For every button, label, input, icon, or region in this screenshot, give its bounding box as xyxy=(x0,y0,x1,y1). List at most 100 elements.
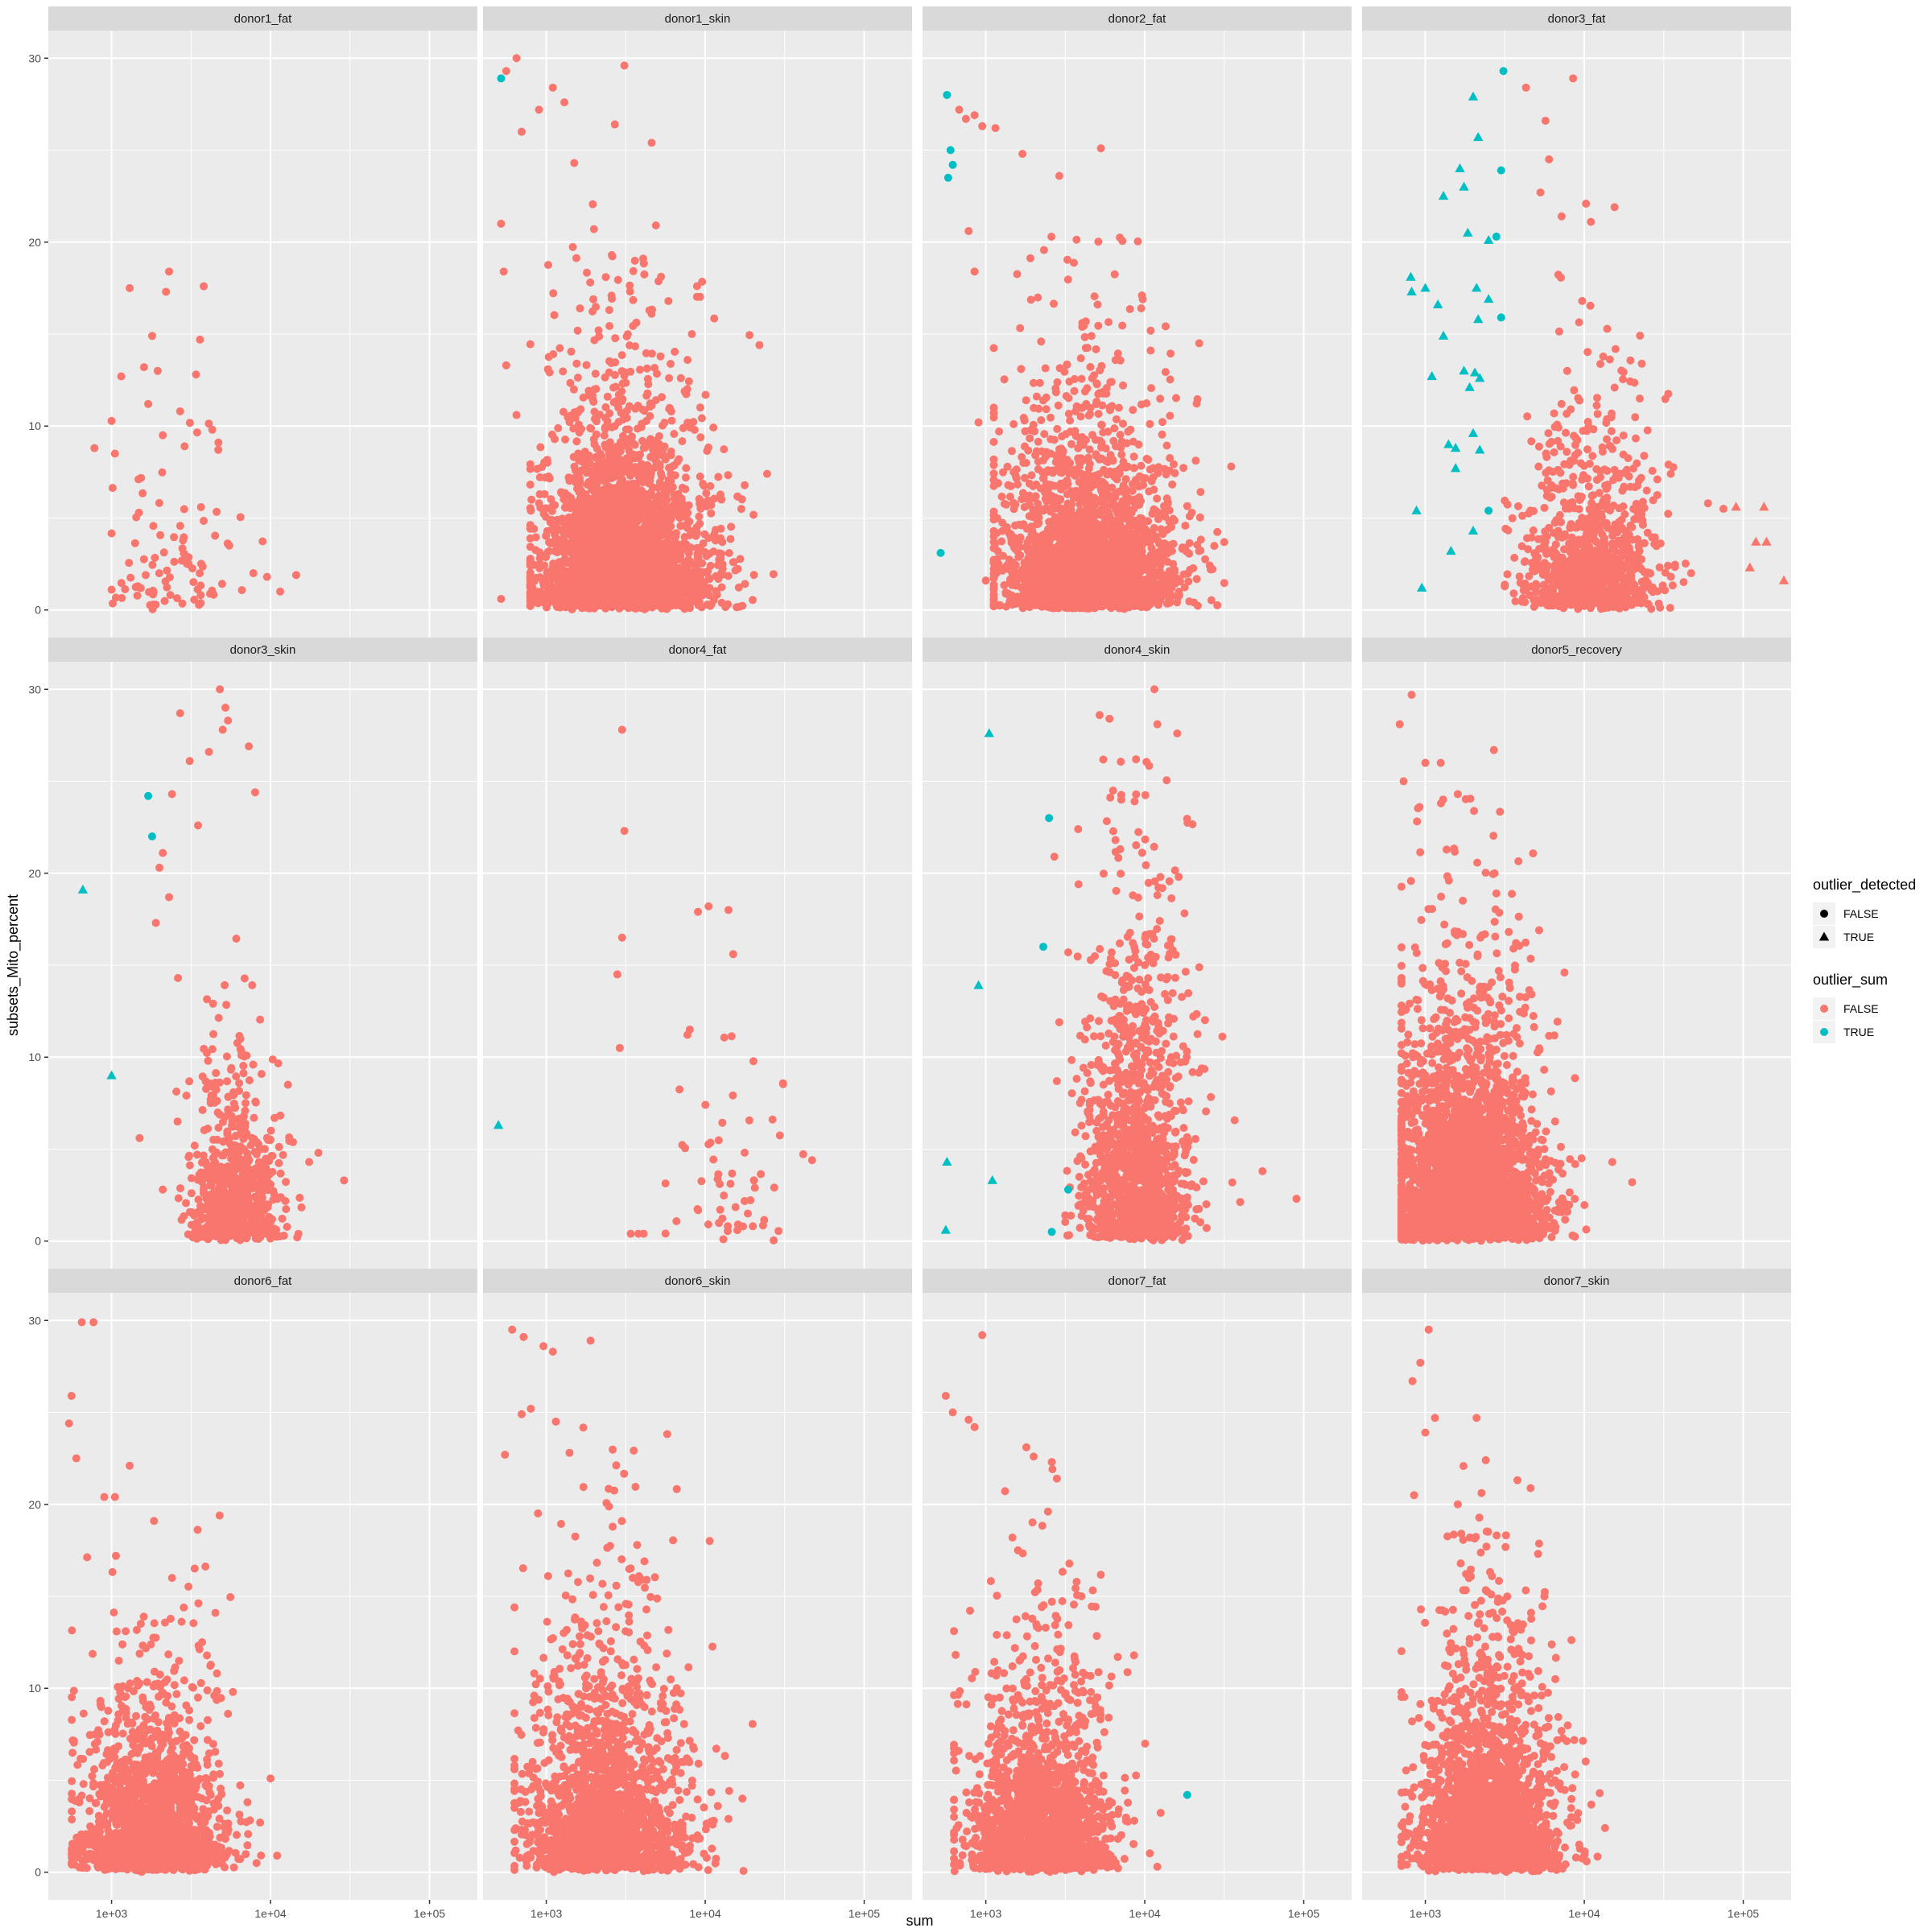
data-point xyxy=(694,601,703,609)
data-point xyxy=(1125,305,1134,313)
data-point xyxy=(666,510,675,518)
data-point xyxy=(1101,456,1110,465)
data-point xyxy=(605,322,614,330)
data-point xyxy=(622,407,631,415)
data-point xyxy=(225,541,233,550)
data-point xyxy=(625,341,634,349)
data-point xyxy=(569,424,578,433)
data-point xyxy=(654,431,663,440)
data-point xyxy=(572,359,581,368)
data-point xyxy=(165,267,174,276)
data-point xyxy=(655,502,664,511)
data-point xyxy=(603,392,612,401)
data-point xyxy=(1032,392,1041,401)
data-point xyxy=(1040,430,1049,439)
data-point xyxy=(737,495,746,504)
data-point xyxy=(130,539,139,547)
data-point xyxy=(660,442,669,451)
data-point xyxy=(568,242,577,251)
data-point xyxy=(769,570,778,579)
data-point xyxy=(580,574,588,582)
data-point xyxy=(573,407,581,416)
data-point xyxy=(1153,494,1162,503)
data-point xyxy=(558,539,567,547)
data-point xyxy=(989,344,998,353)
y-tick-label: 0 xyxy=(35,604,41,617)
data-point xyxy=(690,590,698,599)
data-point xyxy=(163,566,171,575)
data-point xyxy=(651,493,660,502)
data-point xyxy=(713,561,722,569)
facet-strip xyxy=(48,6,477,31)
data-point xyxy=(685,531,694,539)
data-point xyxy=(617,519,626,528)
data-point xyxy=(621,435,630,444)
data-point xyxy=(1085,460,1094,469)
data-point xyxy=(578,549,587,558)
data-point xyxy=(153,366,162,375)
data-point xyxy=(1013,270,1022,279)
data-point xyxy=(675,514,684,522)
data-point xyxy=(671,600,679,609)
facet-label: donor1_fat xyxy=(234,12,293,26)
data-point xyxy=(749,596,757,605)
data-point xyxy=(555,344,564,353)
data-point xyxy=(138,489,147,497)
data-point xyxy=(155,569,163,578)
data-point xyxy=(684,377,693,386)
data-point xyxy=(656,352,665,361)
data-point xyxy=(659,598,668,607)
data-point xyxy=(600,431,609,440)
data-point xyxy=(621,490,630,499)
data-point xyxy=(594,326,603,335)
data-point xyxy=(149,522,158,530)
data-point xyxy=(646,542,654,551)
data-point xyxy=(192,428,201,437)
data-point xyxy=(535,499,543,508)
data-point xyxy=(139,363,148,372)
data-point xyxy=(665,405,674,413)
data-point xyxy=(1166,454,1174,462)
data-point xyxy=(139,555,148,564)
data-point xyxy=(601,534,609,543)
data-point xyxy=(707,509,716,518)
data-point xyxy=(566,378,575,387)
data-point xyxy=(576,304,584,313)
data-point xyxy=(643,374,652,383)
data-point xyxy=(729,558,737,567)
data-point xyxy=(643,389,652,398)
data-point xyxy=(591,541,600,550)
data-point xyxy=(653,369,661,378)
data-point xyxy=(601,580,610,588)
data-point xyxy=(678,437,687,446)
data-point xyxy=(1094,410,1103,419)
data-point xyxy=(560,98,569,107)
data-point xyxy=(90,444,99,452)
data-point xyxy=(704,496,712,505)
data-point xyxy=(527,495,536,504)
data-point xyxy=(200,282,208,291)
data-point xyxy=(499,267,508,276)
data-point xyxy=(657,272,666,281)
data-point xyxy=(559,367,568,376)
data-point xyxy=(680,387,689,396)
data-point xyxy=(647,349,656,358)
data-point xyxy=(1053,378,1062,386)
data-point xyxy=(117,372,126,381)
data-point xyxy=(1083,384,1092,393)
data-point xyxy=(640,407,649,415)
data-point xyxy=(644,560,653,569)
data-point xyxy=(717,598,726,607)
data-point xyxy=(1092,400,1100,409)
data-point xyxy=(704,534,713,543)
data-point xyxy=(691,531,700,540)
data-point xyxy=(526,534,535,543)
data-point xyxy=(625,505,634,513)
data-point xyxy=(749,571,758,580)
data-point xyxy=(609,456,617,464)
data-point xyxy=(189,578,198,587)
data-point xyxy=(133,591,142,600)
data-point xyxy=(1090,292,1099,301)
data-point xyxy=(175,522,184,530)
